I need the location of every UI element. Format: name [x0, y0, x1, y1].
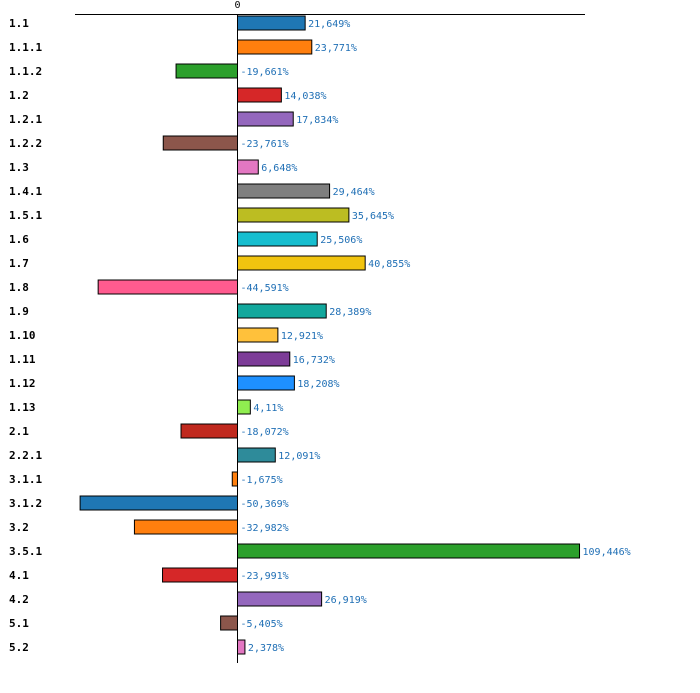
bar-1.12 [237, 375, 295, 391]
category-label-5.1: 5.1 [9, 617, 29, 630]
category-label-1.2: 1.2 [9, 89, 29, 102]
category-label-1.2.2: 1.2.2 [9, 137, 42, 150]
category-label-5.2: 5.2 [9, 641, 29, 654]
bar-2.1 [180, 423, 238, 439]
category-label-1.9: 1.9 [9, 305, 29, 318]
category-label-4.2: 4.2 [9, 593, 29, 606]
category-label-2.2.1: 2.2.1 [9, 449, 42, 462]
value-label-1.4.1: 29,464% [333, 187, 375, 198]
bars-layer [79, 15, 581, 655]
value-label-1.5.1: 35,645% [352, 211, 394, 222]
category-label-1.8: 1.8 [9, 281, 29, 294]
category-label-3.2: 3.2 [9, 521, 29, 534]
bar-1.10 [237, 327, 279, 343]
bar-4.2 [237, 591, 323, 607]
value-label-4.2: 26,919% [325, 595, 367, 606]
value-label-1.1.1: 23,771% [315, 43, 357, 54]
category-label-1.1.1: 1.1.1 [9, 41, 42, 54]
bar-3.1.1 [231, 471, 238, 487]
category-label-1.12: 1.12 [9, 377, 36, 390]
value-label-1.1.2: -19,661% [241, 67, 289, 78]
category-label-1.4.1: 1.4.1 [9, 185, 42, 198]
value-label-1.1: 21,649% [308, 19, 350, 30]
value-label-1.13: 4,11% [253, 403, 283, 414]
value-label-1.7: 40,855% [368, 259, 410, 270]
bar-1.1.1 [237, 39, 313, 55]
category-label-1.11: 1.11 [9, 353, 36, 366]
bar-3.2 [133, 519, 238, 535]
bar-1.1.2 [175, 63, 238, 79]
value-label-5.1: -5,405% [241, 619, 283, 630]
category-label-2.1: 2.1 [9, 425, 29, 438]
bar-1.1 [237, 15, 306, 31]
category-label-1.3: 1.3 [9, 161, 29, 174]
category-label-1.7: 1.7 [9, 257, 29, 270]
bar-1.9 [237, 303, 327, 319]
category-label-1.2.1: 1.2.1 [9, 113, 42, 126]
value-label-3.5.1: 109,446% [583, 547, 631, 558]
bar-1.6 [237, 231, 318, 247]
value-label-1.2.1: 17,834% [296, 115, 338, 126]
category-label-1.1: 1.1 [9, 17, 29, 30]
category-label-1.13: 1.13 [9, 401, 36, 414]
bar-1.11 [237, 351, 291, 367]
value-label-2.1: -18,072% [241, 427, 289, 438]
bar-4.1 [162, 567, 238, 583]
value-label-1.2.2: -23,761% [241, 139, 289, 150]
value-label-2.2.1: 12,091% [278, 451, 320, 462]
bar-3.1.2 [79, 495, 238, 511]
labels-layer: 1.1 21,649% 1.1.1 23,771% 1.1.2 -19,661% 1.2 14… [9, 17, 631, 654]
zero-tick-label: 0 [234, 0, 240, 11]
value-label-1.9: 28,389% [329, 307, 371, 318]
bar-3.5.1 [237, 543, 581, 559]
value-label-3.1.1: -1,675% [241, 475, 283, 486]
category-label-1.5.1: 1.5.1 [9, 209, 42, 222]
value-label-3.2: -32,982% [241, 523, 289, 534]
category-label-3.1.1: 3.1.1 [9, 473, 42, 486]
category-label-3.1.2: 3.1.2 [9, 497, 42, 510]
bar-1.2.1 [237, 111, 294, 127]
value-label-1.12: 18,208% [297, 379, 339, 390]
category-label-4.1: 4.1 [9, 569, 29, 582]
bar-1.8 [97, 279, 238, 295]
bar-2.2.1 [237, 447, 276, 463]
bar-5.1 [220, 615, 238, 631]
value-label-1.2: 14,038% [284, 91, 326, 102]
category-label-1.10: 1.10 [9, 329, 36, 342]
bar-1.13 [237, 399, 251, 415]
value-label-1.10: 12,921% [281, 331, 323, 342]
bar-1.2.2 [162, 135, 238, 151]
category-label-1.1.2: 1.1.2 [9, 65, 42, 78]
category-label-1.6: 1.6 [9, 233, 29, 246]
value-label-5.2: 2,378% [248, 643, 284, 654]
bar-1.7 [237, 255, 366, 271]
value-label-1.3: 6,648% [261, 163, 297, 174]
bar-1.3 [237, 159, 259, 175]
value-label-3.1.2: -50,369% [241, 499, 289, 510]
category-label-3.5.1: 3.5.1 [9, 545, 42, 558]
bar-1.4.1 [237, 183, 331, 199]
value-label-1.6: 25,506% [320, 235, 362, 246]
value-label-4.1: -23,991% [241, 571, 289, 582]
bar-1.2 [237, 87, 282, 103]
bar-5.2 [237, 639, 246, 655]
bar-1.5.1 [237, 207, 350, 223]
value-label-1.11: 16,732% [293, 355, 335, 366]
value-label-1.8: -44,591% [241, 283, 289, 294]
